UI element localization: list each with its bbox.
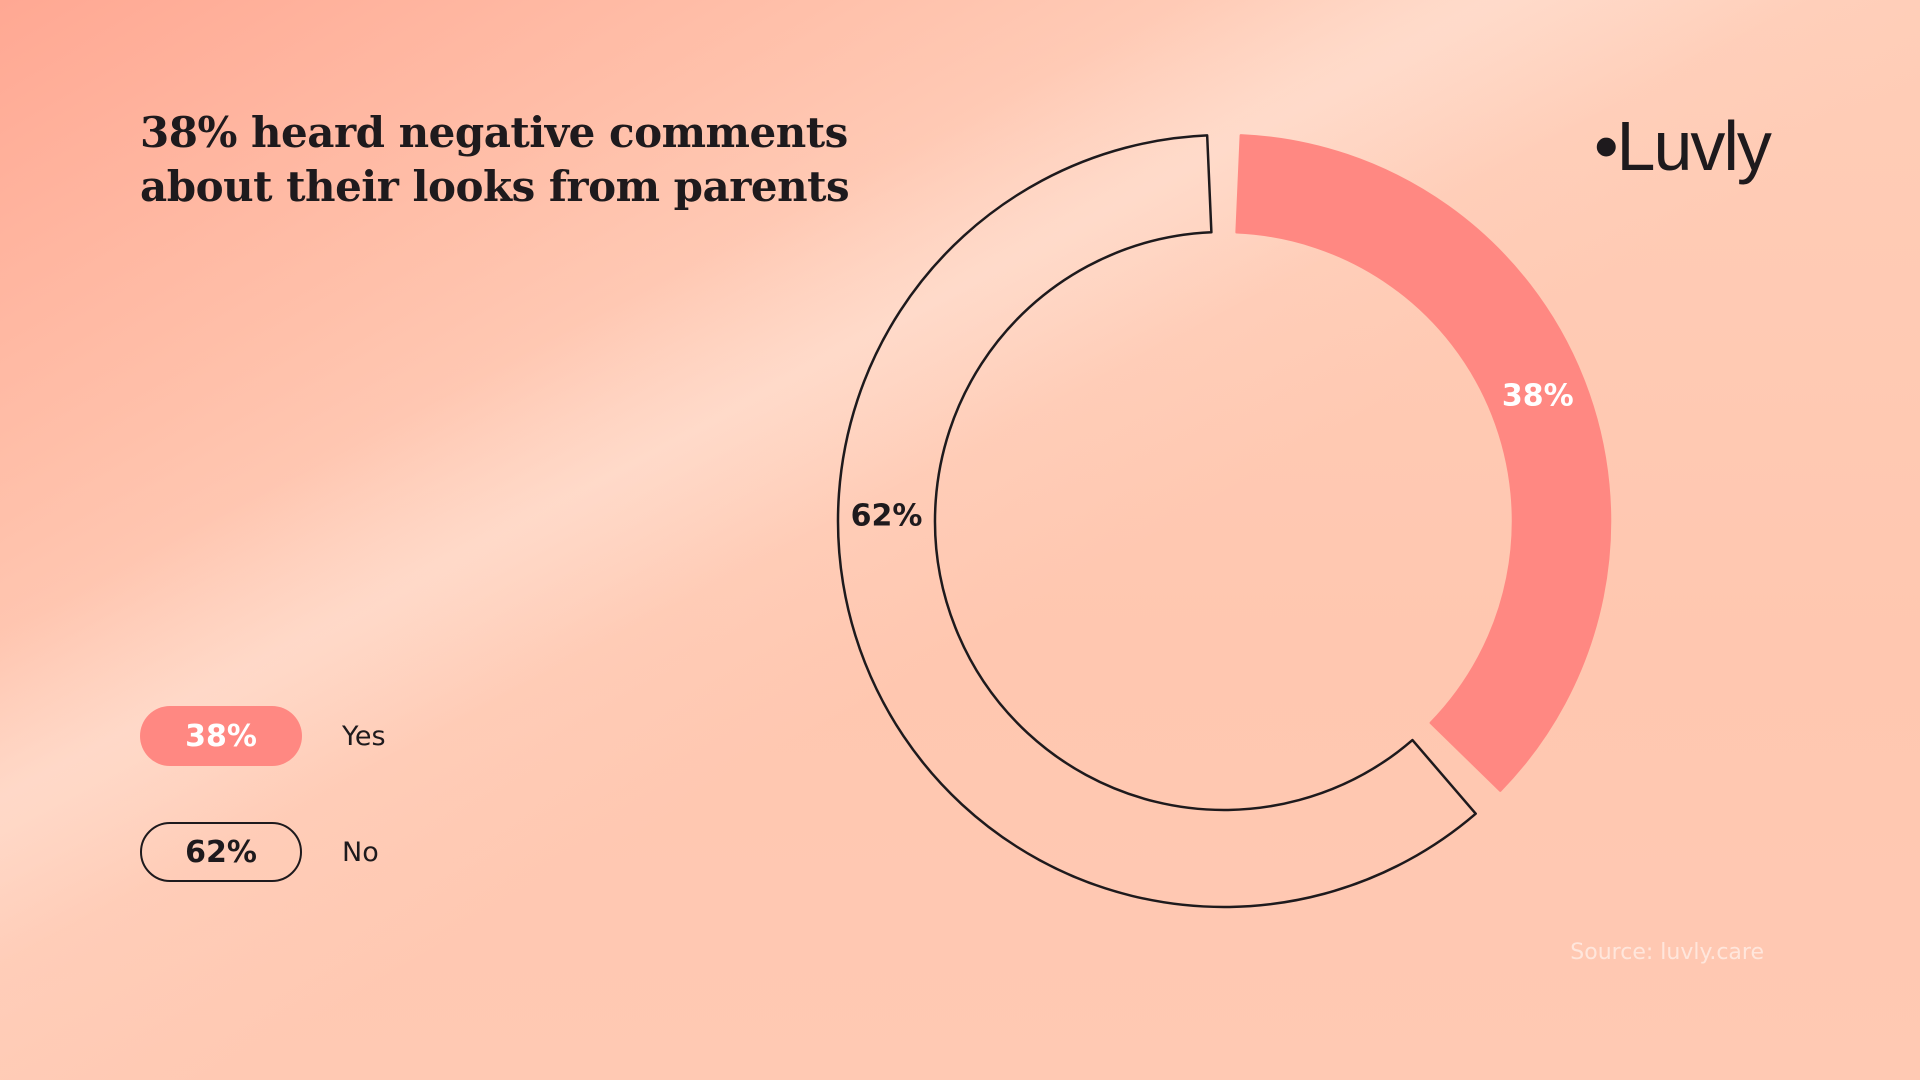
donut-label-no: 62%	[851, 498, 923, 533]
legend-item-no: 62% No	[140, 822, 379, 882]
donut-label-yes: 38%	[1502, 378, 1574, 413]
brand-logo: •Luvly	[1594, 107, 1772, 185]
legend-no-label: No	[342, 836, 379, 868]
source-note: Source: luvly.care	[1570, 940, 1764, 965]
donut-slices	[836, 134, 1612, 909]
legend-item-yes: 38% Yes	[140, 706, 386, 766]
legend-yes-label: Yes	[342, 720, 386, 752]
donut-slice-no	[836, 134, 1477, 909]
legend-yes-pill: 38%	[140, 706, 302, 766]
donut-slice-yes	[1235, 134, 1612, 792]
chart-title: 38% heard negative comments about their …	[140, 108, 850, 211]
donut-slice-labels: 38% 62%	[851, 378, 1574, 533]
legend-no-pill: 62%	[140, 822, 302, 882]
